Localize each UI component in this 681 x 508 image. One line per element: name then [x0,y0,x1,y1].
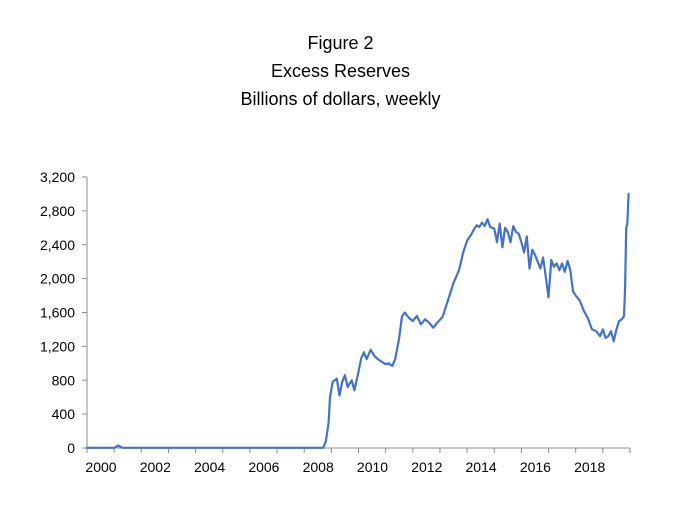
y-tick-label: 3,200 [40,169,75,185]
y-tick-label: 800 [52,372,76,388]
y-tick-label: 400 [52,406,76,422]
x-tick-label: 2010 [357,459,388,475]
x-tick-label: 2000 [85,459,116,475]
chart-subtitle: Excess Reserves [270,61,411,81]
y-tick-label: 1,600 [40,305,75,321]
x-tick-label: 2014 [466,459,497,475]
y-tick-label: 1,200 [40,338,75,354]
y-tick-label: 0 [67,440,75,456]
series-marks [85,192,630,449]
x-tick-label: 2016 [520,459,551,475]
x-tick-label: 2002 [140,459,171,475]
chart-units: Billions of dollars, weekly [240,89,441,109]
x-tick-label: 2012 [411,459,442,475]
y-tick-label: 2,400 [40,237,75,253]
x-tick-label: 2008 [303,459,334,475]
axes: 0 400 800 1,200 1,600 2,000 2,400 2,800 3,200 200… [40,169,631,475]
x-tick-label: 2004 [194,459,225,475]
x-tick-label: 2018 [574,459,605,475]
series-line-excess-reserves [85,192,630,449]
y-tick-label: 2,800 [40,203,75,219]
y-tick-label: 2,000 [40,271,75,287]
x-tick-label: 2006 [248,459,279,475]
chart-title: Figure 2 [307,33,374,53]
